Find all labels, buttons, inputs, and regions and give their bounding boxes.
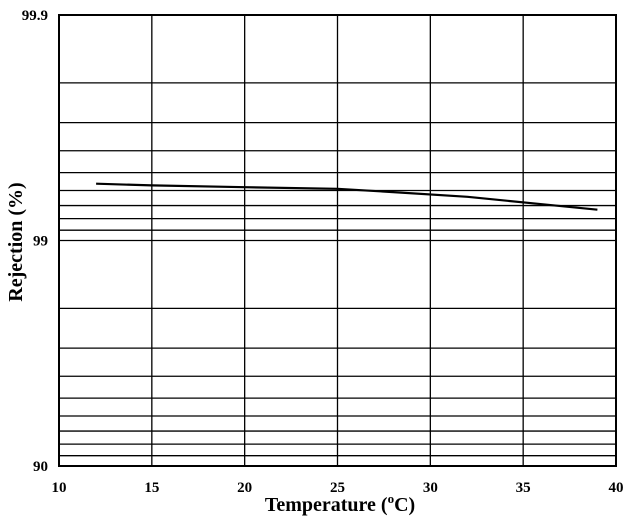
- plot-frame: [58, 14, 617, 467]
- y-tick-label: 90: [33, 459, 48, 475]
- x-tick-label: 35: [516, 480, 531, 496]
- grid-lines: [59, 15, 616, 466]
- x-axis-title: Temperature (oC): [265, 491, 415, 516]
- x-tick-label: 15: [144, 480, 159, 496]
- x-tick-label: 20: [237, 480, 252, 496]
- x-tick-label: 10: [52, 480, 67, 496]
- x-tick-label: 30: [423, 480, 438, 496]
- x-tick-label: 25: [330, 480, 345, 496]
- y-axis-title: Rejection (%): [5, 182, 27, 301]
- y-tick-label: 99: [33, 234, 48, 250]
- series-line-rejection: [96, 182, 598, 211]
- y-tick-label: 99.9: [22, 8, 48, 24]
- x-tick-label: 40: [609, 480, 624, 496]
- y-tick-labels: 90 99 99.9: [22, 8, 48, 475]
- x-tick-labels: 10 15 20 25 30 35 40: [52, 480, 624, 496]
